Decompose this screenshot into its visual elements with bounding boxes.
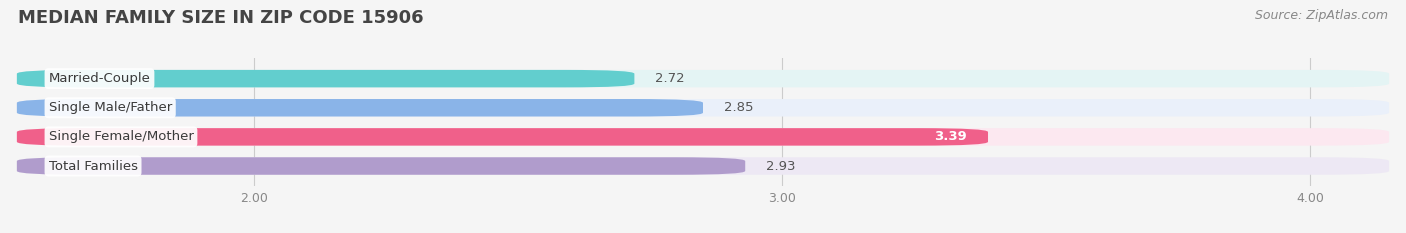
Text: Married-Couple: Married-Couple [49,72,150,85]
Text: Single Female/Mother: Single Female/Mother [49,130,194,143]
Text: Single Male/Father: Single Male/Father [49,101,172,114]
FancyBboxPatch shape [17,157,1389,175]
FancyBboxPatch shape [17,128,988,146]
Text: Source: ZipAtlas.com: Source: ZipAtlas.com [1254,9,1388,22]
Text: 3.39: 3.39 [934,130,967,143]
FancyBboxPatch shape [17,157,745,175]
FancyBboxPatch shape [17,99,1389,116]
Text: 2.85: 2.85 [724,101,754,114]
FancyBboxPatch shape [17,70,634,87]
FancyBboxPatch shape [17,128,1389,146]
FancyBboxPatch shape [17,70,1389,87]
Text: 2.72: 2.72 [655,72,685,85]
Text: 2.93: 2.93 [766,160,796,172]
Text: Total Families: Total Families [49,160,138,172]
FancyBboxPatch shape [17,99,703,116]
Text: MEDIAN FAMILY SIZE IN ZIP CODE 15906: MEDIAN FAMILY SIZE IN ZIP CODE 15906 [18,9,423,27]
